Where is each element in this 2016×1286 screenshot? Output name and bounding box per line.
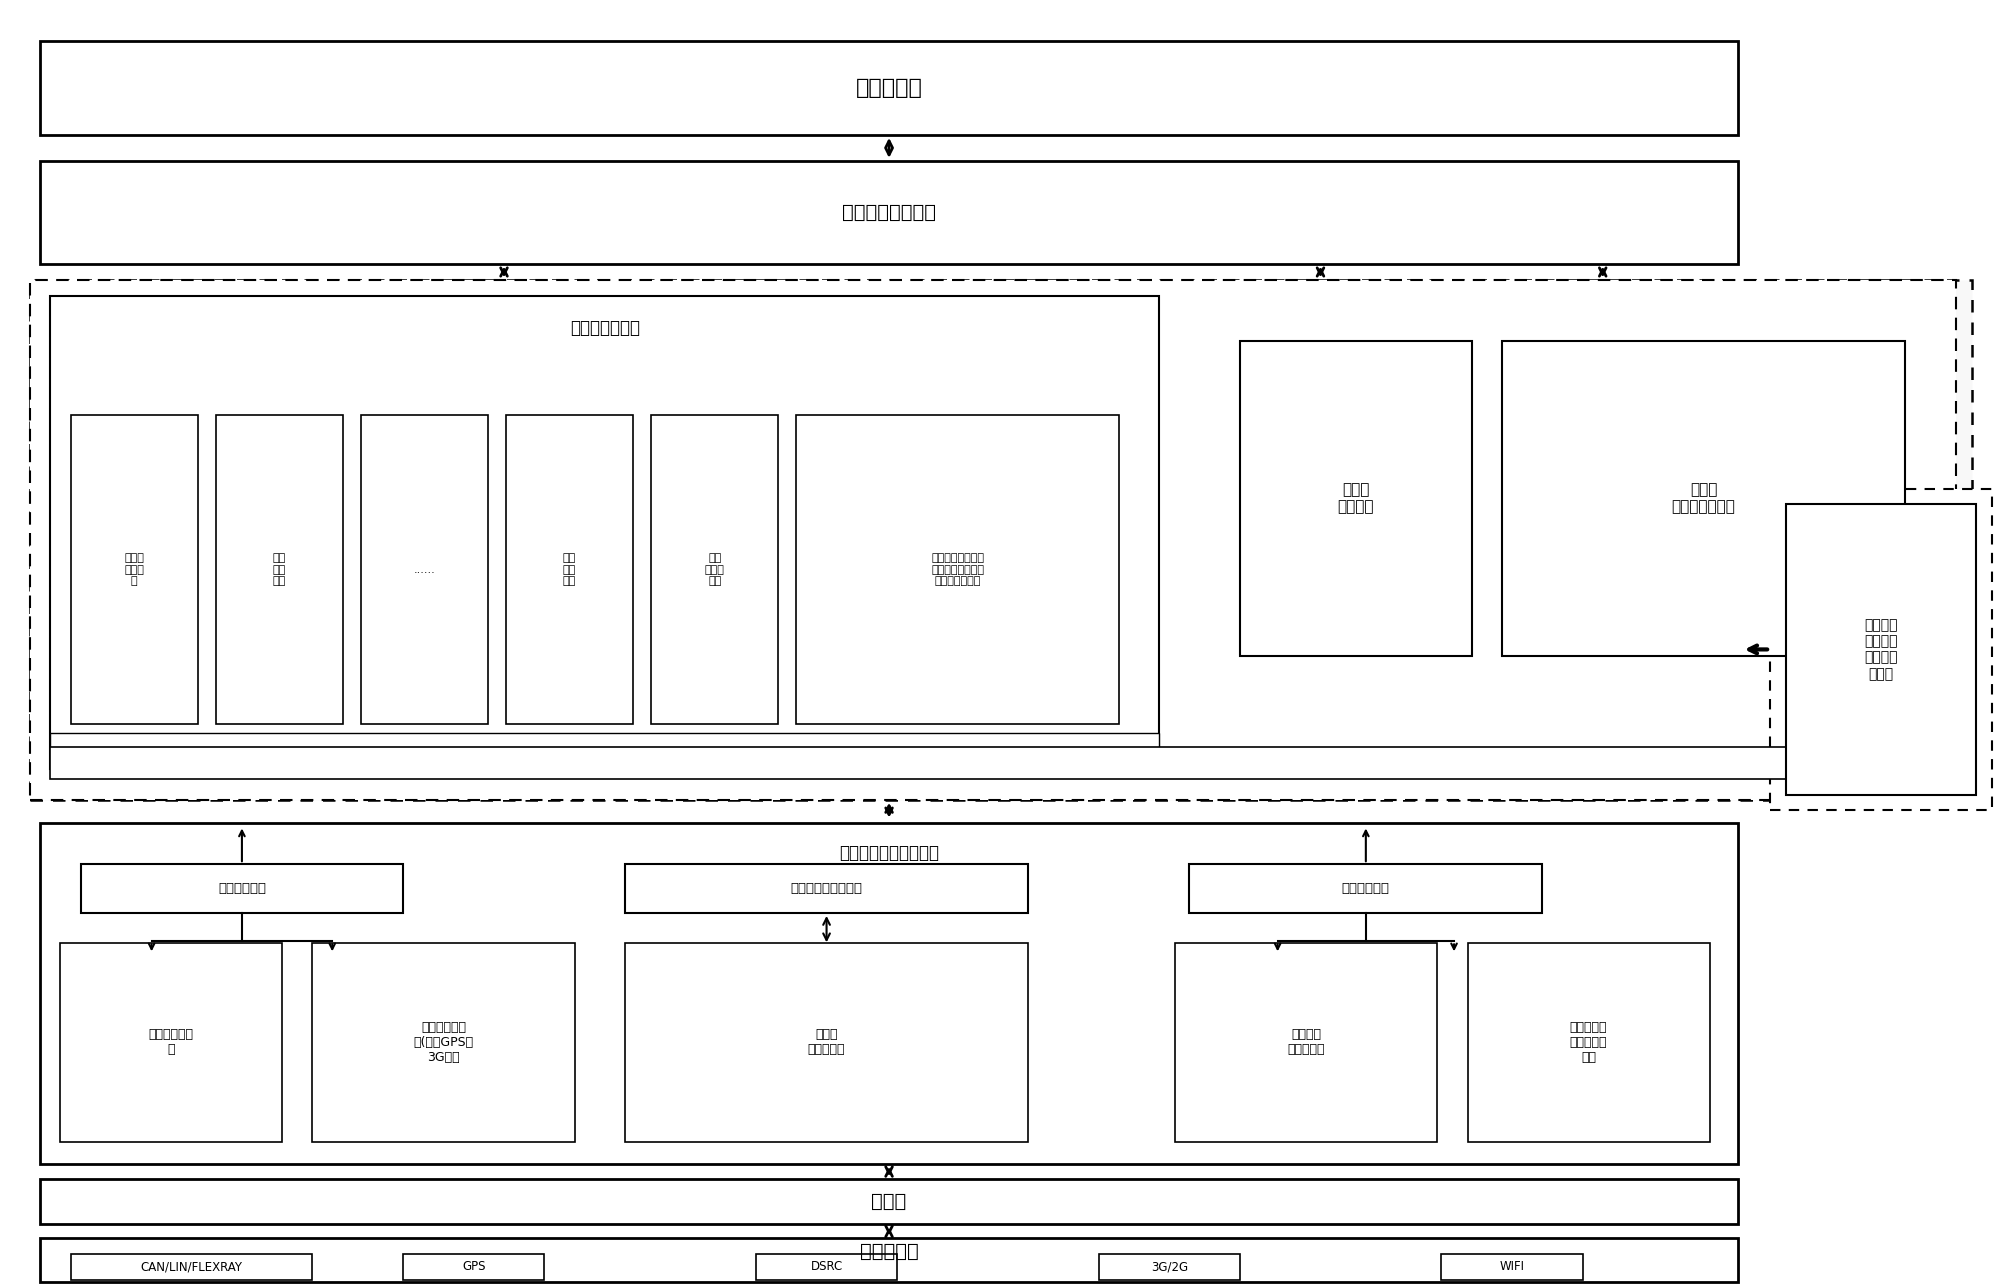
Text: 车身网络协议
栈: 车身网络协议 栈 <box>149 1029 194 1056</box>
Bar <box>651 415 778 724</box>
Bar <box>403 1254 544 1280</box>
Text: 远程服务接口: 远程服务接口 <box>1343 882 1389 895</box>
Bar <box>1189 864 1542 913</box>
Text: 本地服务管理，如
导航、雷达、车辆
状况提示信息等: 本地服务管理，如 导航、雷达、车辆 状况提示信息等 <box>931 553 984 586</box>
Bar <box>50 733 1159 765</box>
Text: 远程通信
网络协议栈: 远程通信 网络协议栈 <box>1288 1029 1325 1056</box>
Text: DSRC: DSRC <box>810 1260 843 1273</box>
Text: 车联网应用组件: 车联网应用组件 <box>571 319 639 337</box>
Bar <box>81 864 403 913</box>
Text: 3G/2G: 3G/2G <box>1151 1260 1187 1273</box>
Text: CAN/LIN/FLEXRAY: CAN/LIN/FLEXRAY <box>141 1260 242 1273</box>
Bar <box>30 280 1956 800</box>
Bar <box>60 943 282 1142</box>
Bar <box>50 296 1159 769</box>
Bar <box>312 943 575 1142</box>
Text: 车联网
安全组件: 车联网 安全组件 <box>1337 482 1375 514</box>
Bar <box>30 280 1972 800</box>
Bar <box>625 864 1028 913</box>
Bar <box>506 415 633 724</box>
Bar <box>796 415 1119 724</box>
Bar <box>1240 341 1472 656</box>
Text: 远程
查询、
控制: 远程 查询、 控制 <box>706 553 724 586</box>
Text: 中间件通
信协议转
换包代码
生成器: 中间件通 信协议转 换包代码 生成器 <box>1865 619 1897 680</box>
Bar <box>40 1238 1738 1282</box>
Bar <box>40 41 1738 135</box>
Bar <box>216 415 343 724</box>
Text: 车联网
中间件消息代理: 车联网 中间件消息代理 <box>1671 482 1736 514</box>
Bar <box>40 823 1738 1164</box>
Bar <box>1175 943 1437 1142</box>
Bar <box>71 1254 312 1280</box>
Text: 网络层: 网络层 <box>871 1192 907 1211</box>
Text: 位置服务协议
栈(来源GPS、
3G等）: 位置服务协议 栈(来源GPS、 3G等） <box>413 1021 474 1064</box>
Bar <box>40 1179 1738 1224</box>
Bar <box>50 747 1925 779</box>
Text: 短距离移动通信接口: 短距离移动通信接口 <box>790 882 863 895</box>
Text: 中间件消息总线层: 中间件消息总线层 <box>843 203 935 221</box>
Bar <box>625 943 1028 1142</box>
Text: 车联网应用: 车联网应用 <box>855 78 923 98</box>
Text: 远程
诊断
管理: 远程 诊断 管理 <box>562 553 577 586</box>
Bar <box>1786 504 1976 795</box>
Bar <box>40 161 1738 264</box>
Text: WIFI: WIFI <box>1500 1260 1524 1273</box>
Text: 自组织
网络管
理: 自组织 网络管 理 <box>125 553 143 586</box>
Text: 车联网通信协议适配层: 车联网通信协议适配层 <box>839 844 939 862</box>
Bar <box>1770 489 1992 810</box>
Text: GPS: GPS <box>462 1260 486 1273</box>
Text: 本地服务接口: 本地服务接口 <box>218 882 266 895</box>
Bar <box>71 415 198 724</box>
Bar <box>756 1254 897 1280</box>
Text: 车路
协同
管理: 车路 协同 管理 <box>272 553 286 586</box>
Text: ......: ...... <box>413 565 435 575</box>
Text: 其他自定义
远程网络协
议栈: 其他自定义 远程网络协 议栈 <box>1570 1021 1607 1064</box>
Bar <box>361 415 488 724</box>
Bar <box>1441 1254 1583 1280</box>
Text: 自组织
网络协议栈: 自组织 网络协议栈 <box>808 1029 845 1056</box>
Bar <box>1468 943 1710 1142</box>
Text: 设备驱动层: 设备驱动层 <box>859 1242 919 1262</box>
Bar <box>1099 1254 1240 1280</box>
Bar <box>1502 341 1905 656</box>
